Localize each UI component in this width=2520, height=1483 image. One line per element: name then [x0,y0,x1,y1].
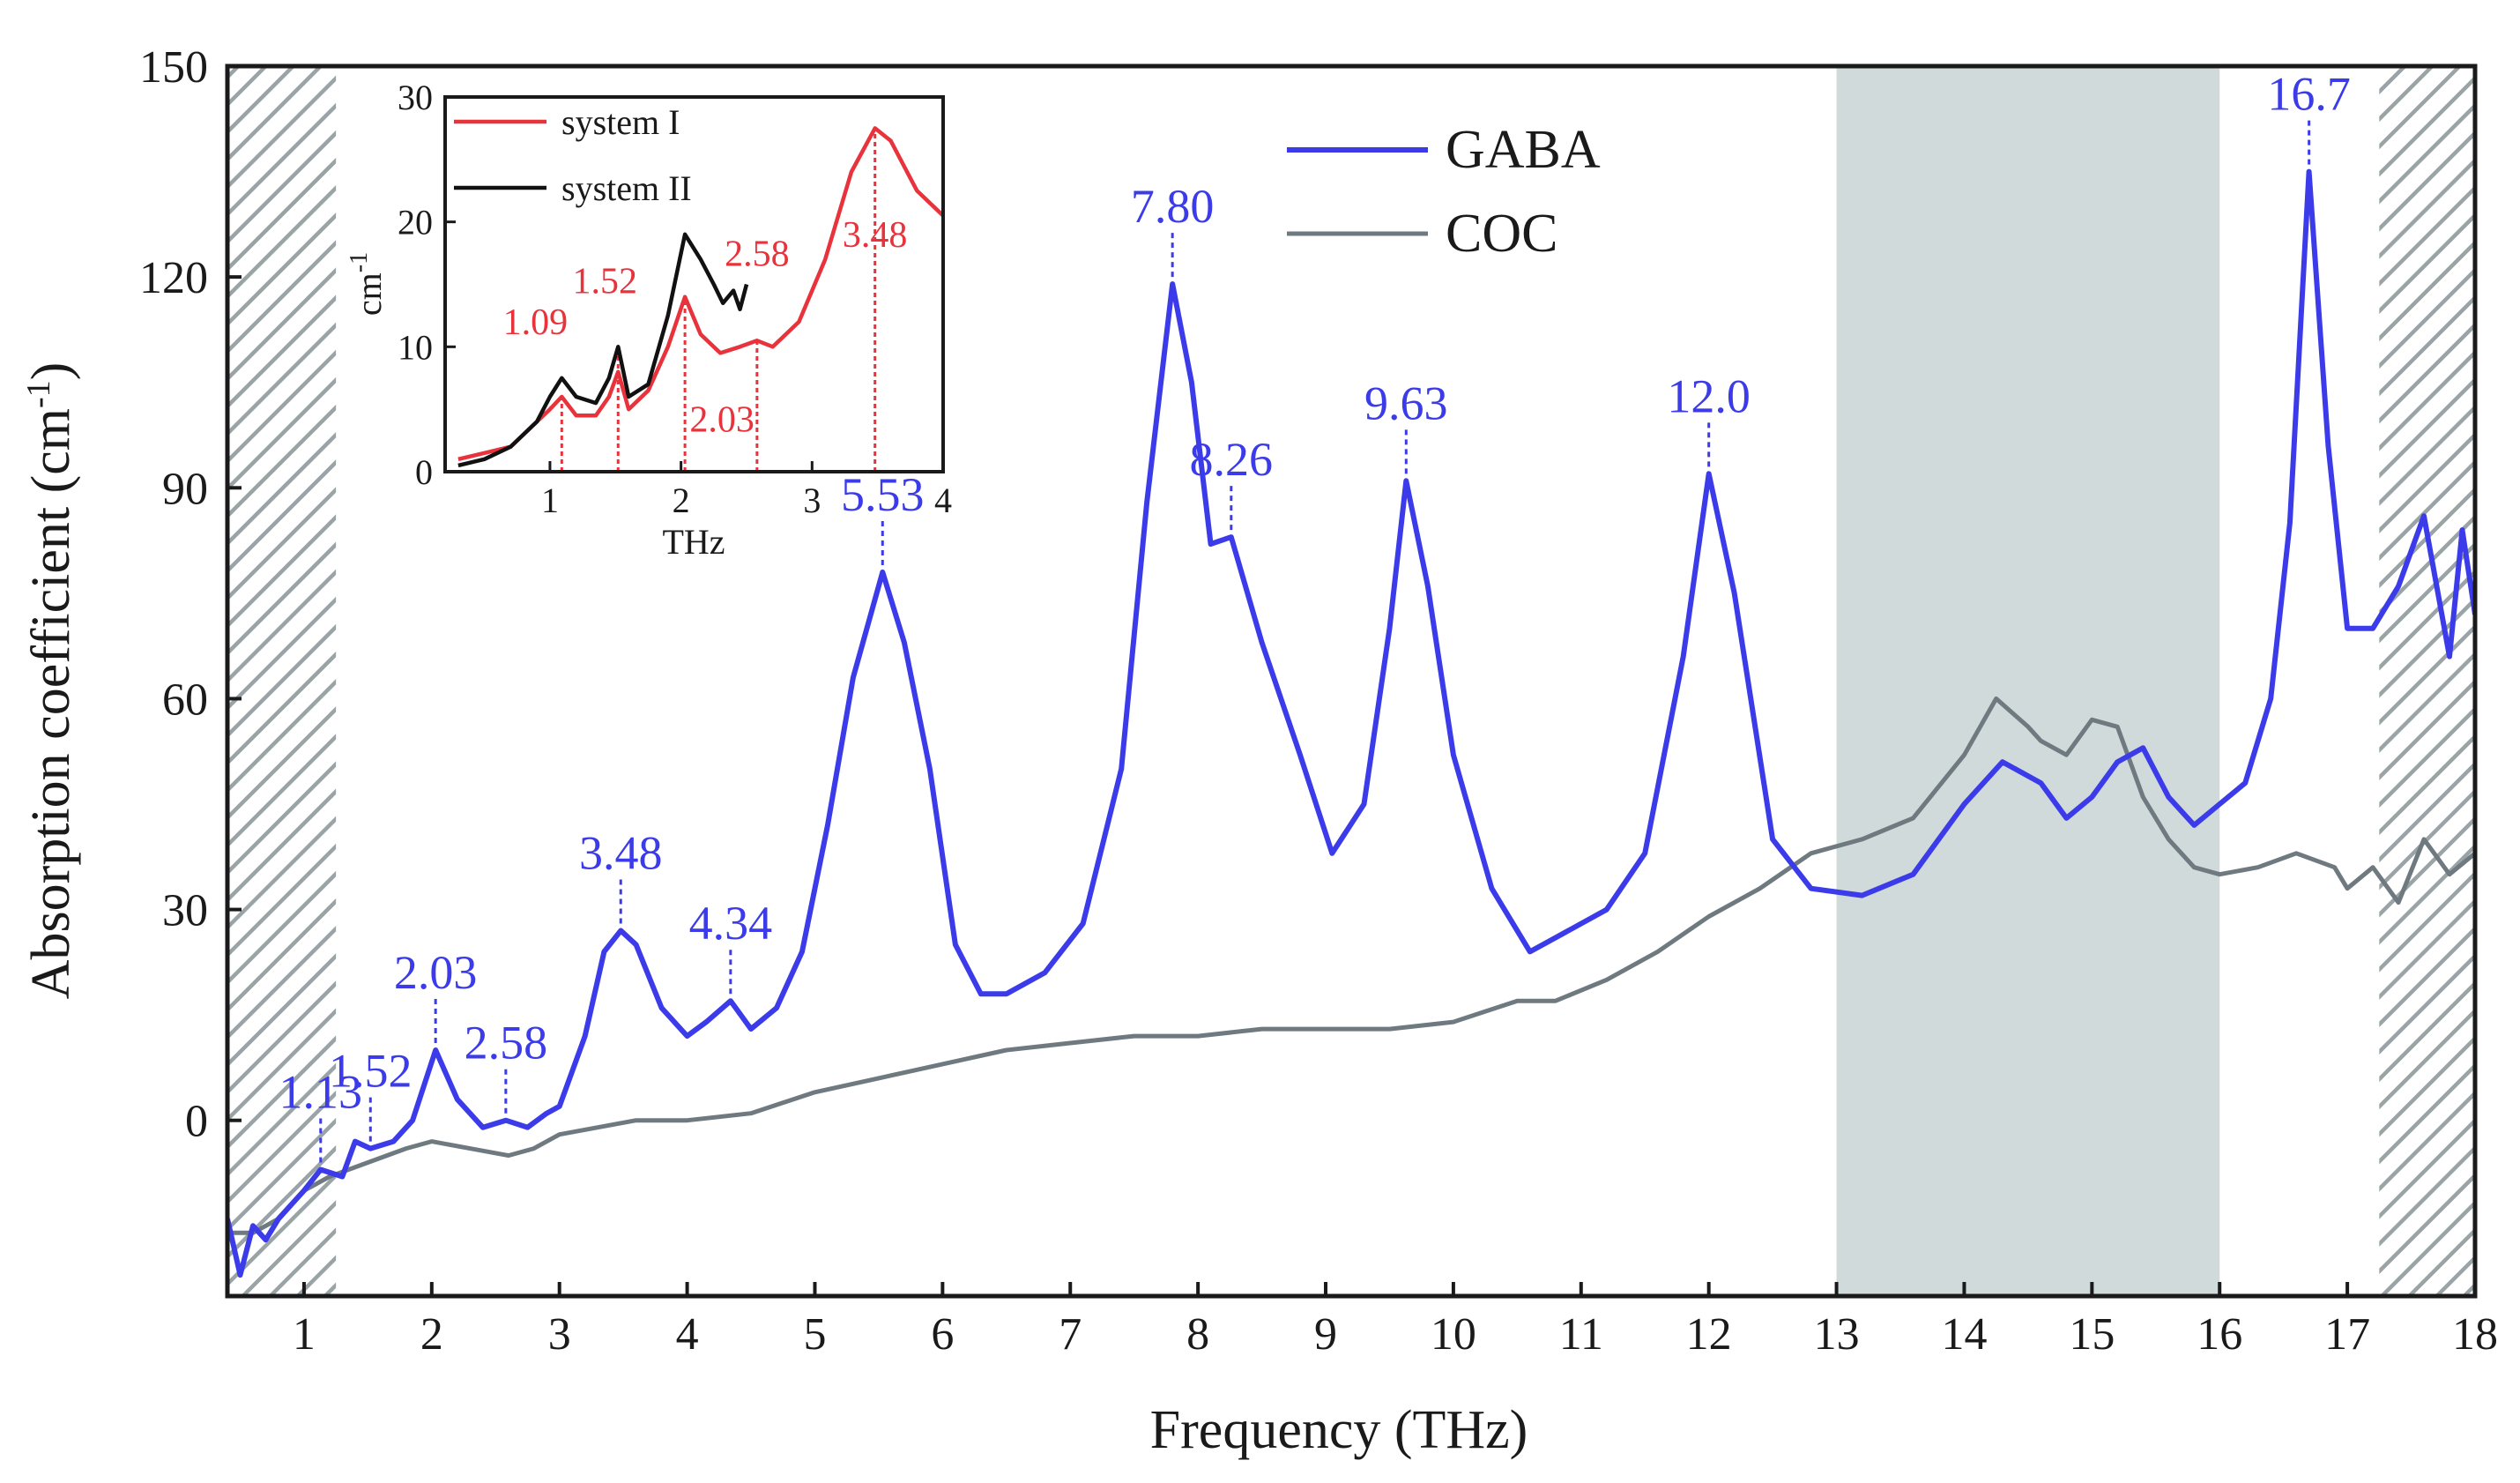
peak-label: 1.52 [329,1045,413,1098]
inset-y-tick-label: 0 [415,452,433,492]
peak-label: 16.7 [2267,68,2351,121]
legend-label-coc: COC [1446,204,1557,264]
inset-x-tick-label: 2 [673,481,690,520]
inset-peak-markers [560,128,877,472]
inset-y-axis-title: cm-1 [346,252,389,316]
background-bands [227,66,2475,1296]
inset-series-line-system-ii [457,232,749,468]
inset-peak-labels: 1.091.52 2.03 2.58 3.48 [503,215,908,441]
y-axis-title-sup: -1 [20,380,57,408]
peak-label: 5.53 [841,468,925,521]
inset-y-axis-ticks: 0 10 20 30 [398,78,456,492]
inset-y-axis-title-main: cm [349,272,389,316]
peak-annotations: 1.131.522.032.583.484.345.537.808.269.63… [279,68,2351,1163]
inset-y-tick-label: 20 [398,203,433,242]
series-line-gaba [227,168,2475,1278]
x-axis-title: Frequency (THz) [1150,1400,1528,1460]
x-tick-label: 11 [1559,1309,1603,1360]
y-axis-title: Absorption coefficient (cm-1) [20,362,81,1000]
y-tick-label: 90 [162,464,208,514]
y-tick-label: 150 [139,42,208,93]
x-tick-label: 18 [2452,1309,2498,1360]
x-axis-ticks: 1 2 3 4 5 6 7 8 9 10 11 12 13 14 15 16 17 18 [293,1282,2498,1360]
y-axis-title-main: Absorption coefficient (cm [21,408,81,999]
x-tick-label: 5 [803,1309,826,1360]
x-tick-label: 6 [931,1309,954,1360]
inset-peak-label: 1.52 [573,261,638,302]
peak-label: 3.48 [579,826,663,879]
inset-series-line-system-i [457,126,943,461]
inset-legend-label-system-ii: system II [561,168,692,208]
hatched-band [2379,66,2475,1296]
peak-label: 2.03 [394,946,478,999]
x-tick-label: 14 [1941,1309,1987,1360]
inset-y-tick-label: 30 [398,78,433,117]
y-axis-ticks: 0 30 60 90 120 150 [139,42,242,1147]
y-tick-label: 120 [139,253,208,303]
x-tick-label: 4 [676,1309,699,1360]
legend: GABA COC [1287,120,1601,264]
x-tick-label: 3 [548,1309,571,1360]
peak-label: 1.13 [279,1066,363,1119]
y-axis-title-close: ) [21,362,81,381]
x-tick-label: 12 [1686,1309,1732,1360]
peak-label: 2.58 [465,1017,548,1069]
y-tick-label: 0 [185,1097,208,1147]
legend-label-gaba: GABA [1446,120,1601,180]
x-tick-label: 16 [2197,1309,2242,1360]
inset-peak-label: 3.48 [843,215,908,256]
peak-label: 7.80 [1131,180,1215,233]
plot-frame [225,63,2478,1299]
inset-frame [443,95,945,473]
inset-chart: 1.091.52 2.03 2.58 3.48 1 2 3 4 0 10 20 30 THz cm… [346,78,952,562]
inset-y-tick-label: 10 [398,327,433,367]
inset-peak-label: 2.03 [689,400,755,441]
x-tick-label: 13 [1814,1309,1860,1360]
x-tick-label: 9 [1314,1309,1337,1360]
x-tick-label: 7 [1059,1309,1082,1360]
peak-label: 4.34 [689,897,773,950]
inset-y-axis-title-sup: -1 [346,252,373,272]
x-tick-label: 1 [293,1309,316,1360]
x-tick-label: 8 [1186,1309,1209,1360]
shaded-band [1836,66,2220,1296]
inset-peak-label: 2.58 [725,234,790,274]
x-tick-label: 15 [2069,1309,2115,1360]
y-tick-label: 60 [162,674,208,725]
series-line-coc [227,696,2475,1235]
inset-legend: system I system II [454,102,692,208]
x-tick-label: 17 [2324,1309,2370,1360]
inset-x-tick-label: 4 [934,481,952,520]
inset-x-tick-label: 1 [541,481,559,520]
inset-x-axis-title: THz [662,522,725,562]
inset-peak-label: 1.09 [503,302,569,343]
hatched-band [227,66,337,1296]
inset-x-tick-label: 3 [803,481,821,520]
peak-label: 8.26 [1190,433,1274,486]
x-tick-label: 10 [1431,1309,1476,1360]
x-tick-label: 2 [420,1309,443,1360]
y-tick-label: 30 [162,886,208,936]
peak-label: 12.0 [1667,369,1751,422]
inset-legend-label-system-i: system I [561,102,680,142]
inset-x-axis-ticks: 1 2 3 4 [541,461,952,520]
peak-label: 9.63 [1364,376,1448,429]
